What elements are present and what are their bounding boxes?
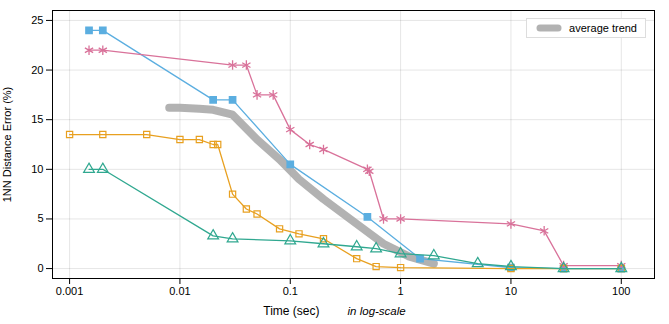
svg-text:10: 10 <box>31 163 43 175</box>
svg-text:100: 100 <box>612 285 630 297</box>
html-text:in log-scale: in log-scale <box>347 305 406 317</box>
svg-text:0.1: 0.1 <box>283 285 298 297</box>
svg-text:20: 20 <box>31 64 43 76</box>
svg-text:0.01: 0.01 <box>169 285 190 297</box>
svg-text:1: 1 <box>398 285 404 297</box>
svg-text:0: 0 <box>37 262 43 274</box>
svg-text:5: 5 <box>37 212 43 224</box>
svg-text:15: 15 <box>31 113 43 125</box>
svg-text:10: 10 <box>505 285 517 297</box>
html-text:Time (sec): Time (sec) <box>263 304 320 318</box>
svg-text:1NN Distance Error (%): 1NN Distance Error (%) <box>1 87 13 203</box>
svg-text:25: 25 <box>31 14 43 26</box>
svg-text:0.001: 0.001 <box>56 285 84 297</box>
html-text:average trend: average trend <box>569 22 637 34</box>
